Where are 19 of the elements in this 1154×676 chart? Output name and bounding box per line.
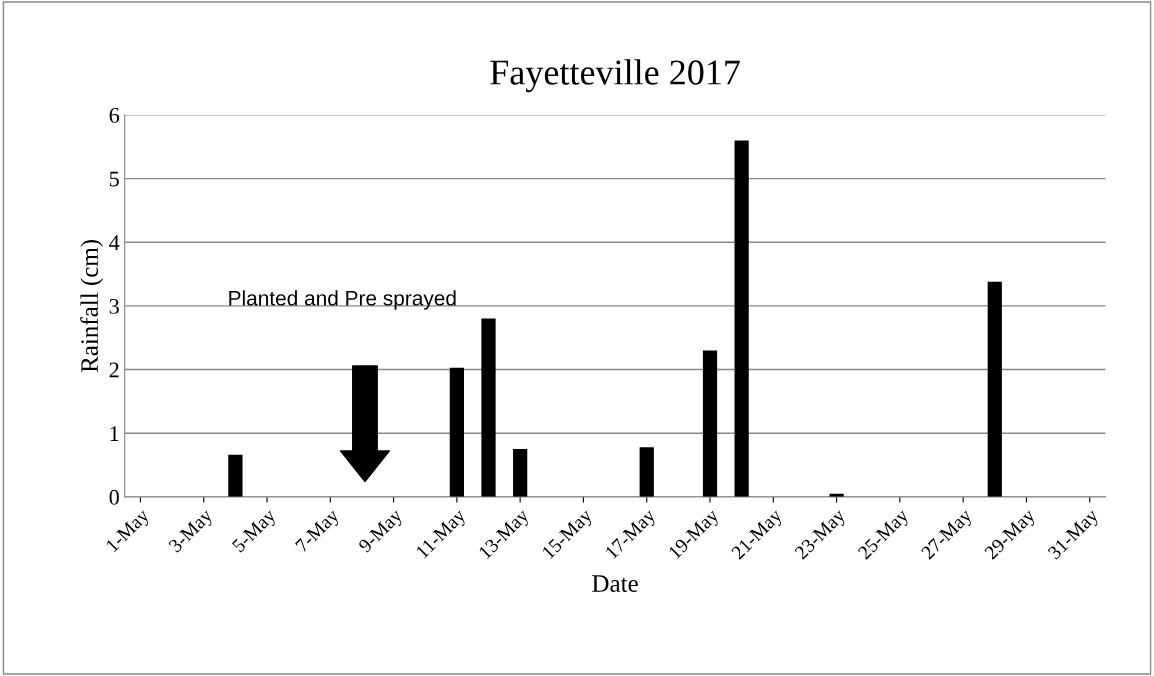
y-tick-label: 3: [109, 298, 119, 314]
y-tick-label: 1: [110, 426, 119, 441]
annotation: Planted and Pre sprayed: [229, 290, 456, 310]
y-tick-label: 2: [109, 362, 119, 378]
bar: [481, 318, 496, 497]
bar: [228, 454, 243, 497]
y-tick-label: 6: [109, 107, 120, 123]
y-tick-label: 4: [109, 235, 120, 250]
chart-title: Fayetteville 2017: [490, 59, 740, 93]
bar: [449, 367, 464, 497]
x-axis-title: Date: [592, 575, 638, 592]
y-tick-label: 0: [109, 489, 119, 505]
y-axis-title: Rainfall (cm): [80, 240, 104, 373]
bar: [702, 350, 718, 497]
bar: [987, 281, 1002, 497]
y-tick-label: 5: [109, 171, 119, 187]
bar: [513, 449, 528, 497]
bar: [734, 140, 749, 497]
bar: [639, 447, 654, 497]
